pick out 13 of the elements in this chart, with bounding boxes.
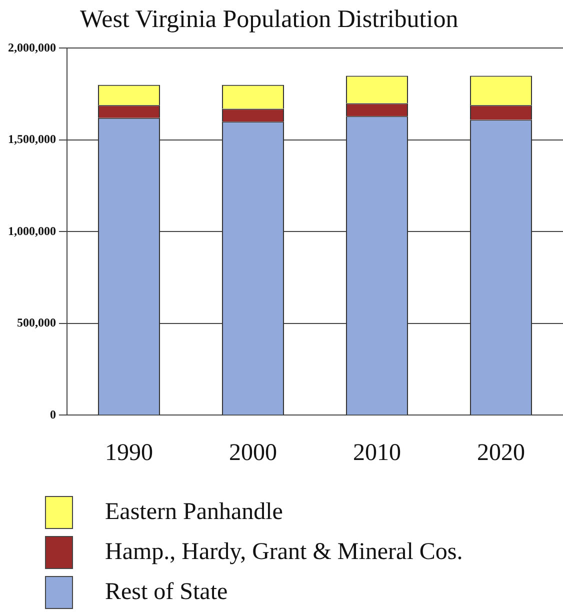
chart-title: West Virginia Population Distribution	[80, 6, 458, 34]
y-tick-label: 1,000,000	[8, 224, 56, 238]
x-tick-label: 2020	[477, 440, 525, 466]
x-tick-label: 2010	[353, 440, 401, 466]
legend-label: Rest of State	[105, 578, 228, 606]
x-tick-label: 1990	[105, 440, 153, 466]
y-tick-label: 0	[50, 407, 56, 422]
x-tick-label: 2000	[229, 440, 277, 466]
legend-label: Hamp., Hardy, Grant & Mineral Cos.	[105, 538, 463, 566]
y-tick-label: 500,000	[17, 316, 56, 330]
legend-label: Eastern Panhandle	[105, 498, 283, 526]
y-tick-label: 2,000,000	[8, 40, 56, 54]
y-tick-label: 1,500,000	[8, 132, 56, 146]
